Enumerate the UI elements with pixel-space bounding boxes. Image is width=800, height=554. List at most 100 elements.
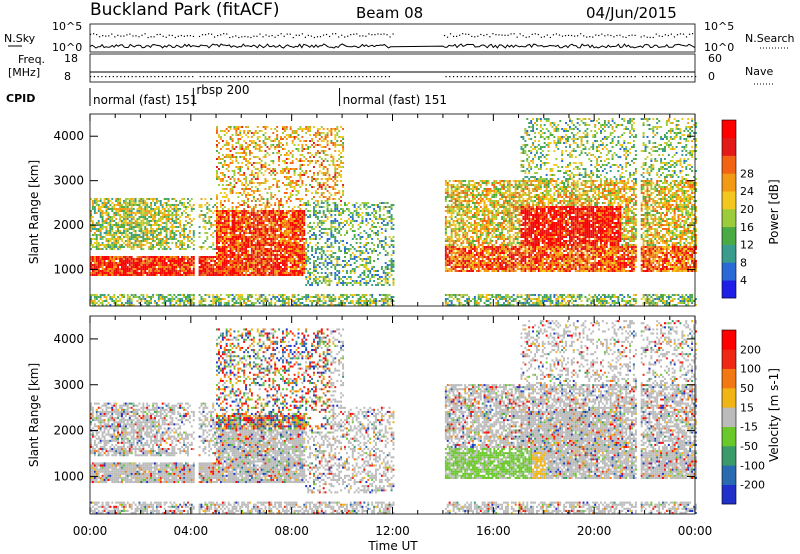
- nsearch-point: [156, 33, 158, 36]
- power-cell: [105, 270, 108, 272]
- power-cell: [243, 184, 246, 186]
- power-cell: [132, 262, 135, 264]
- power-cell: [295, 220, 298, 222]
- power-cell: [258, 260, 261, 262]
- power-cell: [219, 248, 222, 250]
- nave-point: [517, 76, 519, 78]
- power-cell: [126, 260, 129, 262]
- beam-title: Beam 08: [356, 4, 423, 22]
- power-cell: [115, 234, 118, 236]
- power-cell: [175, 208, 178, 210]
- power-cell: [313, 166, 315, 168]
- power-cell: [250, 174, 253, 176]
- power-cell: [289, 168, 292, 170]
- power-cell: [293, 234, 296, 236]
- power-cell: [305, 158, 308, 160]
- power-cell: [107, 244, 110, 246]
- power-cell: [289, 254, 292, 256]
- power-cell: [249, 272, 251, 274]
- power-cell: [105, 246, 108, 248]
- power-cell: [289, 192, 292, 194]
- power-cell: [183, 266, 186, 268]
- power-cell: [119, 248, 122, 250]
- nave-point: [445, 76, 447, 78]
- power-cell: [266, 146, 269, 148]
- power-cell: [177, 210, 180, 212]
- power-cell: [101, 206, 104, 208]
- nsearch-point: [658, 35, 660, 37]
- power-cell: [239, 138, 242, 140]
- power-cell: [152, 248, 155, 250]
- power-cell: [262, 270, 265, 272]
- power-cell: [303, 218, 306, 220]
- power-cell: [330, 140, 333, 142]
- power-cell: [282, 250, 284, 252]
- power-cell: [305, 258, 308, 260]
- nave-point: [222, 76, 224, 78]
- power-cell: [167, 242, 170, 244]
- power-cell: [309, 134, 312, 136]
- power-cell: [272, 196, 275, 198]
- power-cell: [225, 156, 228, 158]
- power-cell: [146, 228, 149, 230]
- power-cell: [313, 196, 315, 198]
- nave-point: [131, 76, 133, 78]
- power-cell: [264, 260, 267, 262]
- power-cell: [192, 256, 195, 258]
- power-cell: [210, 274, 213, 276]
- power-cell: [326, 244, 329, 246]
- power-cell: [229, 182, 232, 184]
- power-cell: [198, 216, 201, 218]
- nave-point: [589, 76, 591, 78]
- power-cell: [119, 236, 122, 238]
- power-cell: [252, 198, 255, 200]
- power-cell: [212, 302, 215, 304]
- power-cell: [155, 202, 158, 204]
- power-cell: [293, 248, 296, 250]
- power-cell: [188, 274, 191, 276]
- power-cell: [161, 258, 164, 260]
- power-cell: [280, 198, 282, 200]
- power-cell: [260, 268, 263, 270]
- power-cell: [113, 268, 116, 270]
- power-cell: [171, 198, 174, 200]
- power-cell: [305, 248, 308, 250]
- power-cell: [117, 224, 120, 226]
- power-cell: [123, 296, 125, 298]
- power-cell: [297, 254, 300, 256]
- power-cell: [165, 198, 168, 200]
- power-cell: [91, 268, 94, 270]
- power-cell: [115, 224, 118, 226]
- power-cell: [171, 220, 174, 222]
- power-cell: [99, 296, 102, 298]
- power-cell: [140, 274, 143, 276]
- power-cell: [264, 254, 267, 256]
- power-cell: [148, 260, 151, 262]
- nave-point: [475, 76, 477, 78]
- power-cell: [144, 228, 147, 230]
- power-cell: [130, 210, 133, 212]
- power-cell: [167, 228, 170, 230]
- power-cell: [324, 280, 327, 282]
- power-cell: [107, 246, 110, 248]
- power-cell: [276, 268, 279, 270]
- power-cell: [314, 278, 317, 280]
- power-cell: [155, 244, 158, 246]
- power-cell: [90, 220, 92, 222]
- power-cell: [316, 248, 319, 250]
- power-cell: [256, 264, 259, 266]
- power-cell: [152, 236, 155, 238]
- power-cell: [161, 268, 164, 270]
- power-cell: [245, 212, 248, 214]
- power-cell: [264, 300, 267, 302]
- power-cell: [99, 272, 102, 274]
- power-cell: [239, 180, 242, 182]
- power-cell: [233, 258, 236, 260]
- power-cell: [239, 270, 242, 272]
- power-cell: [159, 220, 162, 222]
- power-cell: [237, 264, 240, 266]
- power-cell: [126, 294, 129, 296]
- power-cell: [229, 150, 232, 152]
- power-cell: [214, 270, 217, 272]
